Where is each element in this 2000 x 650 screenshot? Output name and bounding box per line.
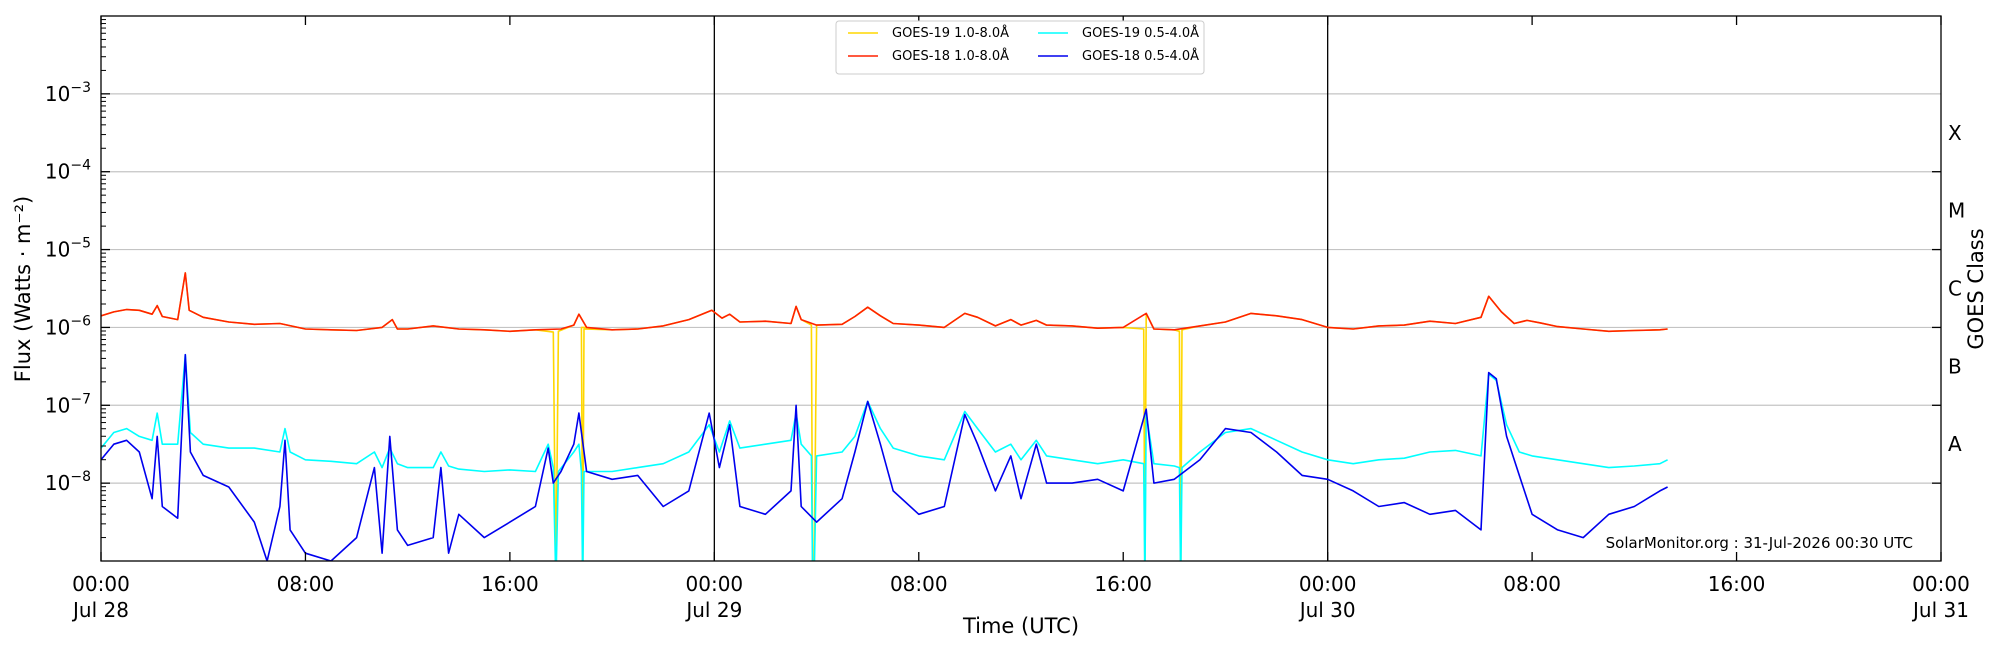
x-tick-label: 08:00	[1503, 572, 1561, 596]
credit-text: SolarMonitor.org : 31-Jul-2026 00:30 UTC	[1606, 534, 1913, 552]
x-tick-date-label: Jul 31	[1911, 598, 1969, 622]
legend-label: GOES-19 1.0-8.0Å	[892, 25, 1009, 41]
series-line	[101, 272, 1668, 561]
goes-class-label: A	[1948, 432, 1962, 456]
y-tick-label: 10−7	[45, 391, 91, 417]
y-tick-label: 10−8	[45, 469, 91, 495]
x-tick-label: 08:00	[890, 572, 948, 596]
y-axis-title: Flux (Watts · m⁻²)	[11, 196, 35, 382]
x-axis-title: Time (UTC)	[962, 614, 1079, 638]
legend-label: GOES-18 1.0-8.0Å	[892, 48, 1009, 64]
x-tick-label: 16:00	[1094, 572, 1152, 596]
y-axis-ticks: 10−8 10−7 10−6 10−5 10−4 10−3	[45, 19, 110, 539]
y-tick-label: 10−3	[45, 80, 91, 106]
legend-box	[835, 20, 1205, 75]
legend: GOES-19 1.0-8.0Å GOES-18 1.0-8.0Å GOES-19 …	[835, 20, 1205, 75]
x-tick-label: 16:00	[481, 572, 539, 596]
legend-label: GOES-19 0.5-4.0Å	[1082, 25, 1199, 41]
goes-class-label: B	[1948, 354, 1962, 378]
x-tick-label: 08:00	[277, 572, 335, 596]
series-line	[101, 272, 1668, 333]
goes-class-label: M	[1948, 199, 1965, 223]
goes-class-label: X	[1948, 121, 1962, 145]
x-tick-label: 16:00	[1708, 572, 1766, 596]
y-tick-label: 10−4	[45, 158, 91, 184]
x-tick-date-label: Jul 29	[684, 598, 742, 622]
series-line	[101, 353, 1668, 561]
day-boundary-lines	[713, 16, 1329, 561]
goes-class-label: C	[1948, 277, 1962, 301]
series-lines	[101, 272, 1668, 561]
x-tick-date-label: Jul 30	[1298, 598, 1356, 622]
y2-axis-title: GOES Class	[1964, 228, 1988, 349]
y-tick-label: 10−5	[45, 236, 91, 262]
grid-lines	[101, 93, 1941, 484]
legend-label: GOES-18 0.5-4.0Å	[1082, 48, 1199, 64]
plot-frame	[100, 15, 1942, 562]
y-tick-label: 10−6	[45, 313, 91, 339]
x-tick-date-label: Jul 28	[71, 598, 129, 622]
x-tick-label: 00:00	[1912, 572, 1970, 596]
series-line	[101, 353, 1668, 561]
goes-class-labels: A B C M X	[1932, 121, 1965, 484]
x-tick-label: 00:00	[72, 572, 130, 596]
x-tick-label: 00:00	[1299, 572, 1357, 596]
x-tick-label: 00:00	[686, 572, 744, 596]
